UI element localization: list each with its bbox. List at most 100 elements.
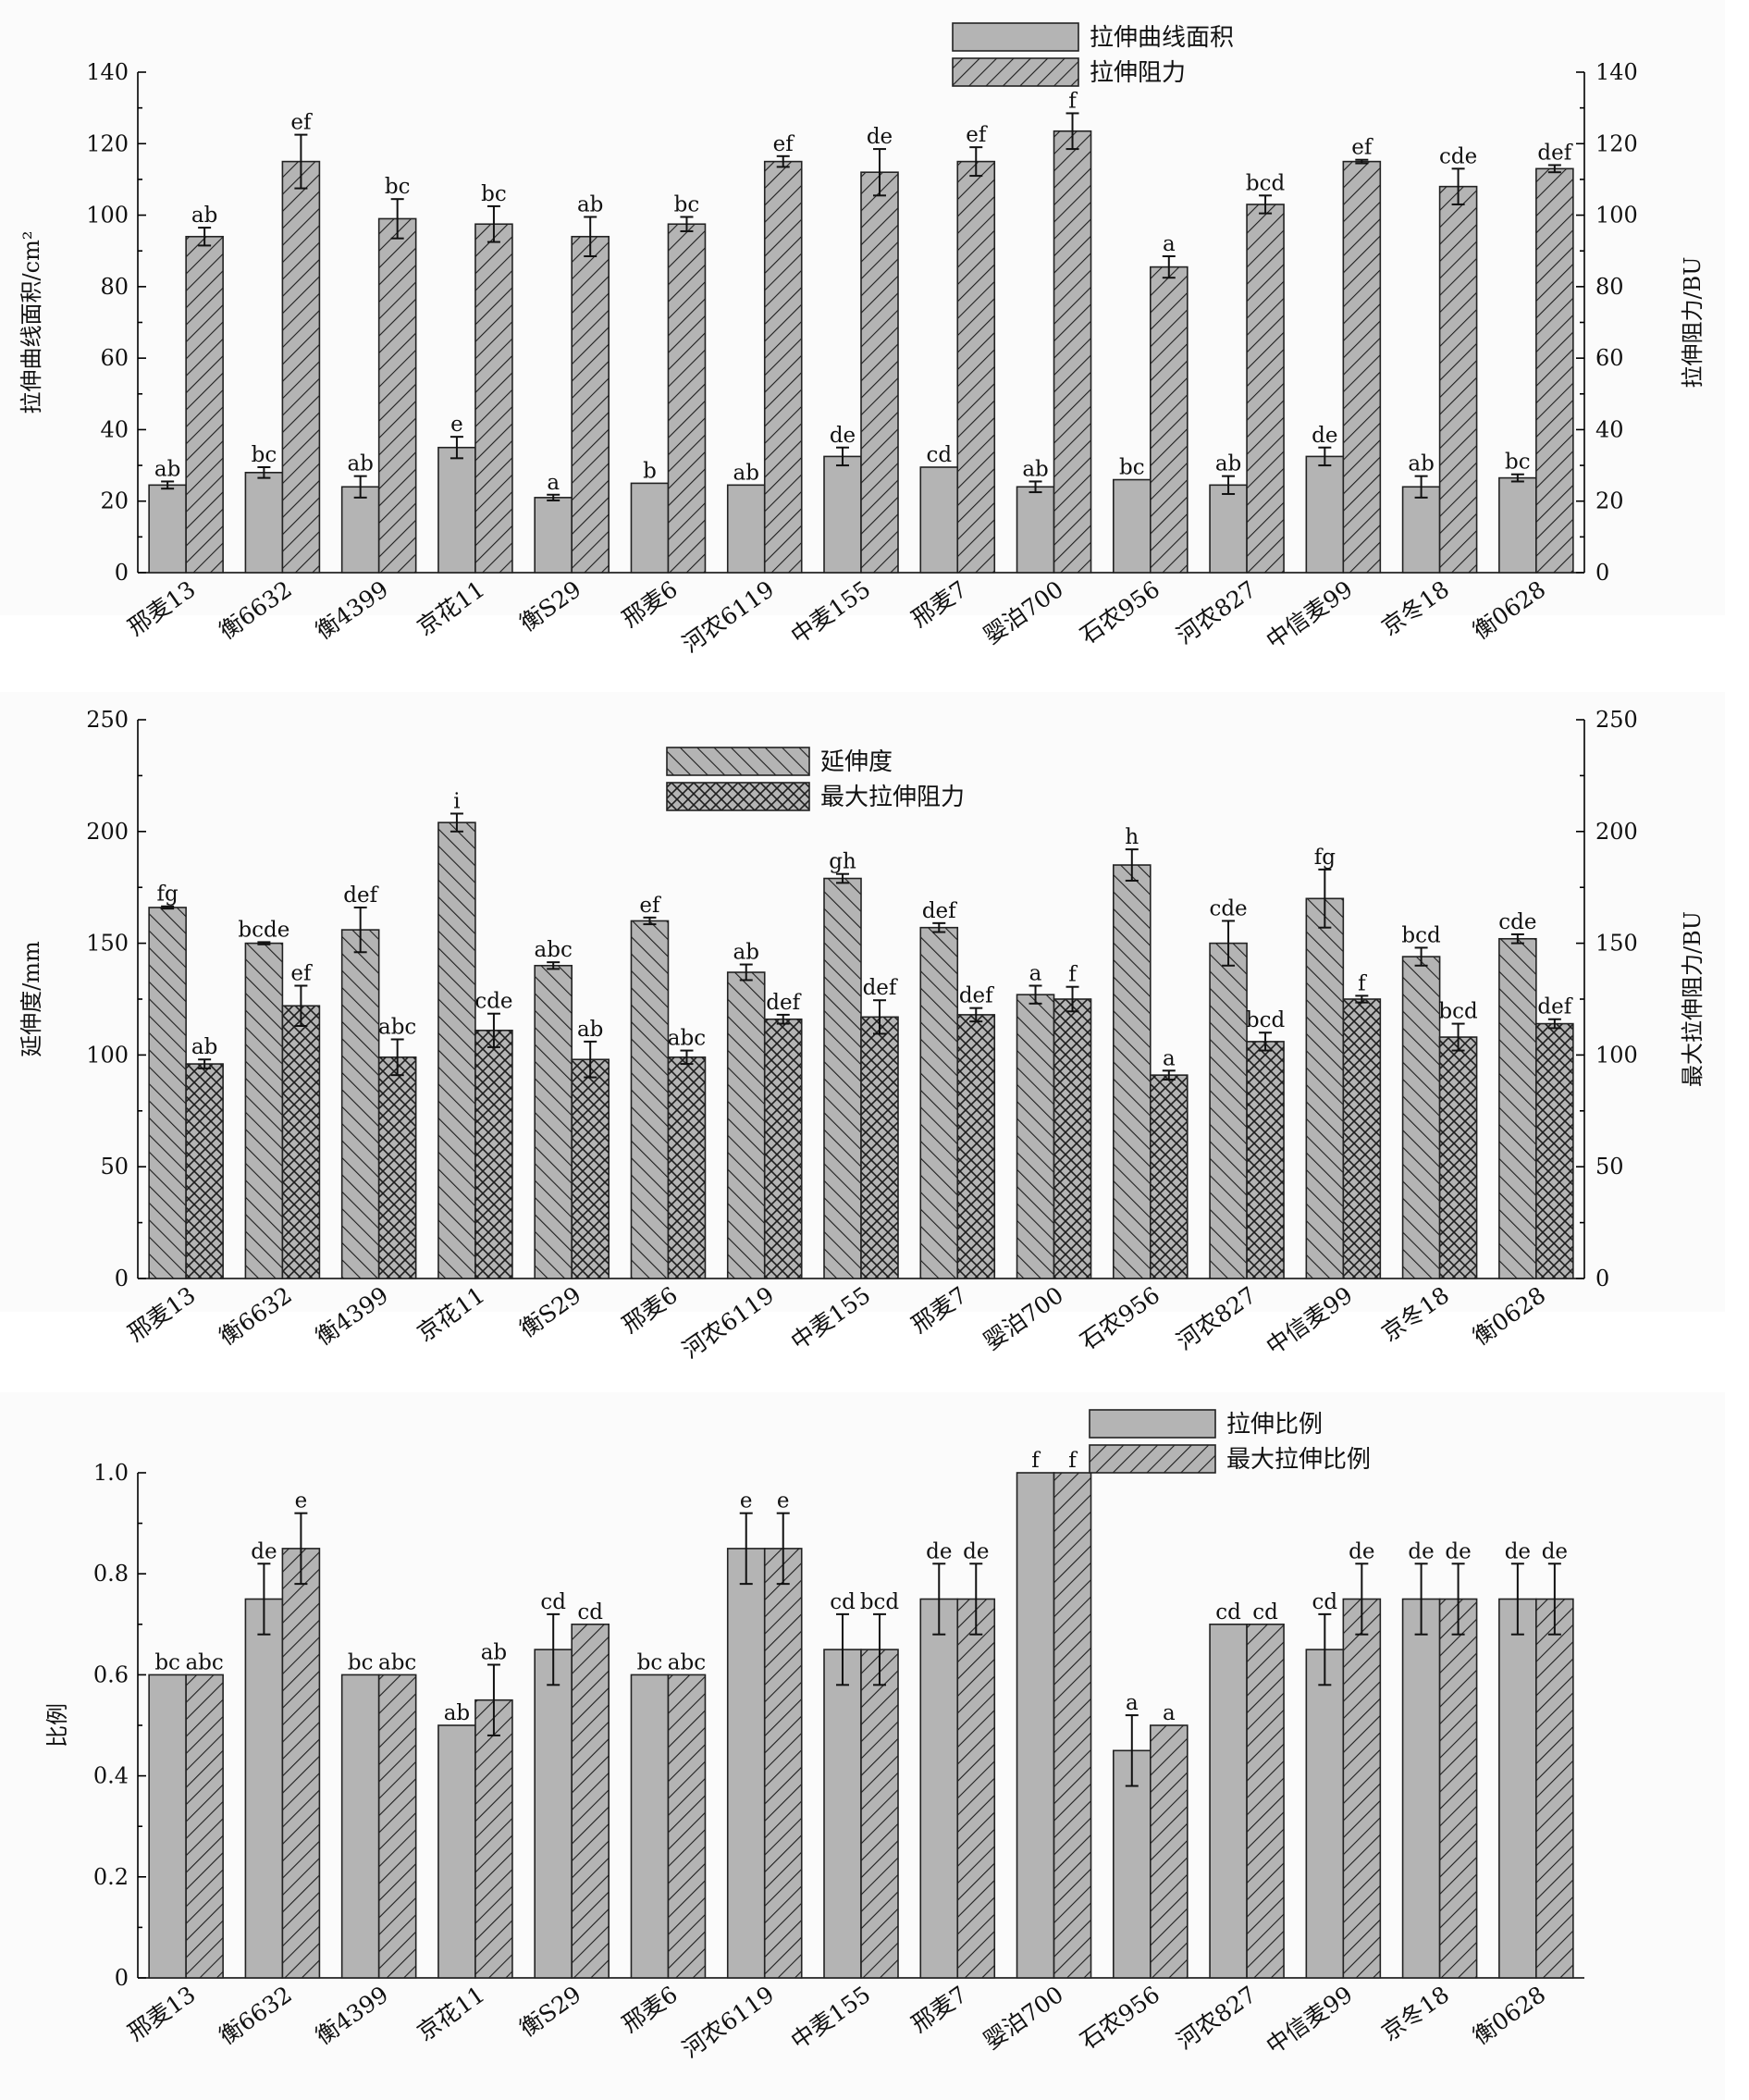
bar-2-8 — [860, 171, 899, 574]
significance-letter: ab — [154, 457, 180, 481]
bar-2-9 — [956, 160, 996, 574]
y2-tick-label: 20 — [1595, 488, 1624, 514]
significance-letter: f — [1068, 89, 1078, 113]
significance-letter: a — [1126, 1691, 1139, 1715]
significance-letter: ab — [191, 204, 217, 228]
bar-1-12 — [1209, 942, 1248, 1279]
bar-1-13 — [1305, 455, 1345, 574]
bar-2-9 — [956, 1598, 996, 1979]
y-tick-label: 60 — [100, 345, 129, 371]
bar-2-11 — [1150, 1074, 1189, 1279]
bar-2-11 — [1150, 266, 1189, 574]
significance-letter: def — [766, 991, 801, 1015]
bar-1-5 — [534, 964, 573, 1279]
bar-1-1 — [148, 1674, 187, 1979]
bar-1-9 — [919, 466, 959, 574]
bar-1-13 — [1305, 897, 1345, 1279]
significance-letter: de — [926, 1539, 952, 1563]
significance-letter: cd — [1252, 1600, 1278, 1624]
y-tick-label: 120 — [86, 130, 129, 156]
significance-letter: ab — [577, 1018, 603, 1042]
bar-1-15 — [1498, 476, 1537, 574]
bar-2-12 — [1246, 204, 1285, 574]
y-tick-label: 0 — [115, 560, 129, 586]
bar-1-12 — [1209, 484, 1248, 574]
bar-2-4 — [474, 1699, 513, 1979]
y-tick-label: 50 — [100, 1154, 129, 1180]
significance-letter: ef — [1351, 136, 1373, 160]
chart-panel-1: 0 0 20 20 40 40 60 60 80 80 100 100 120 120 140 140 拉伸曲线… — [0, 0, 1725, 658]
y2-tick-label: 40 — [1595, 416, 1624, 442]
bar-1-1 — [148, 484, 187, 574]
y2-tick-label: 80 — [1595, 274, 1624, 300]
significance-letter: bc — [481, 182, 507, 206]
bar-2-8 — [860, 1649, 899, 1979]
bar-1-15 — [1498, 937, 1537, 1279]
y-tick-label: 200 — [86, 819, 129, 845]
significance-letter: de — [251, 1539, 277, 1563]
significance-letter: fg — [1314, 846, 1336, 870]
y-tick-label: 0 — [115, 1266, 129, 1291]
significance-letter: a — [1163, 232, 1176, 256]
significance-letter: e — [295, 1489, 308, 1513]
significance-letter: bcd — [1246, 171, 1286, 195]
significance-letter: def — [343, 883, 378, 908]
bar-1-10 — [1016, 1472, 1055, 1979]
y-tick-label: 0.2 — [93, 1864, 129, 1890]
y2-tick-label: 0 — [1595, 560, 1609, 586]
series-2: ab ef abc cde ab abc def def def f a bcd f bcd def — [185, 962, 1574, 1279]
significance-letter: def — [863, 976, 898, 1000]
significance-letter: bc — [154, 1650, 180, 1674]
bar-1-10 — [1016, 994, 1055, 1279]
significance-letter: de — [1408, 1539, 1434, 1563]
bar-2-15 — [1535, 1022, 1574, 1279]
bar-2-13 — [1342, 998, 1382, 1279]
y2-tick-label: 250 — [1595, 707, 1638, 733]
bar-1-1 — [148, 907, 187, 1279]
y-tick-label: 0.8 — [93, 1561, 129, 1587]
bar-1-14 — [1401, 486, 1441, 574]
bar-2-1 — [185, 1674, 224, 1979]
significance-letter: cde — [474, 990, 512, 1014]
bar-2-9 — [956, 1014, 996, 1279]
y2-axis-title: 拉伸阻力/BU — [1680, 257, 1706, 389]
significance-letter: de — [1445, 1539, 1471, 1563]
significance-letter: abc — [378, 1015, 416, 1039]
y-axis-title: 拉伸曲线面积/cm² — [18, 231, 44, 414]
significance-letter: bc — [637, 1650, 663, 1674]
y-tick-label: 40 — [100, 416, 129, 442]
bar-2-13 — [1342, 160, 1382, 574]
significance-letter: bcd — [1246, 1008, 1286, 1032]
bar-1-4 — [437, 446, 476, 574]
y-tick-label: 20 — [100, 488, 129, 514]
significance-letter: abc — [668, 1027, 706, 1051]
bar-2-4 — [474, 223, 513, 574]
significance-letter: cde — [1209, 896, 1247, 920]
bar-1-6 — [630, 920, 670, 1279]
bar-2-5 — [571, 235, 610, 574]
significance-letter: ef — [639, 894, 661, 918]
bar-2-6 — [667, 1674, 707, 1979]
significance-letter: ab — [191, 1035, 217, 1059]
significance-letter: e — [777, 1489, 790, 1513]
significance-letter: de — [1505, 1539, 1531, 1563]
significance-letter: b — [643, 459, 657, 483]
significance-letter: def — [922, 899, 957, 923]
y-axis-title: 延伸度/mm — [18, 941, 44, 1057]
y-tick-label: 0.6 — [93, 1661, 129, 1687]
significance-letter: a — [1163, 1701, 1176, 1725]
bar-1-9 — [919, 926, 959, 1279]
significance-letter: bc — [252, 443, 277, 467]
y2-tick-label: 50 — [1595, 1154, 1624, 1180]
bar-2-14 — [1438, 185, 1478, 574]
significance-letter: e — [740, 1489, 753, 1513]
significance-letter: a — [1029, 962, 1042, 986]
bar-2-13 — [1342, 1598, 1382, 1979]
significance-letter: f — [1068, 963, 1078, 987]
significance-letter: ab — [1022, 457, 1048, 481]
significance-letter: cd — [926, 443, 952, 467]
bar-1-15 — [1498, 1598, 1537, 1979]
